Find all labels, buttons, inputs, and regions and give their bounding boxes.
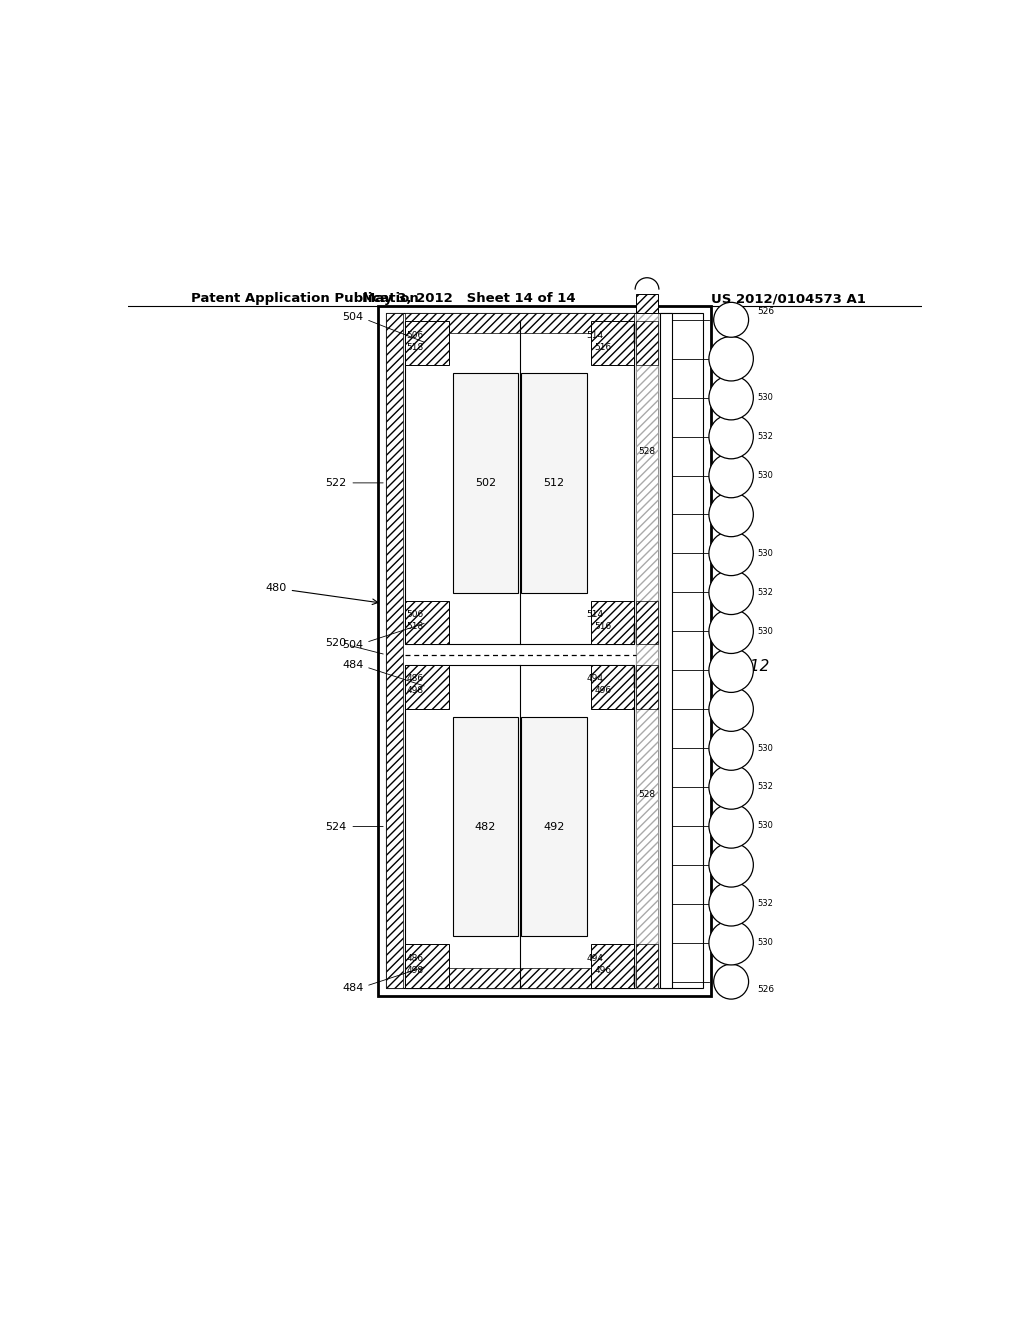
Bar — [404, 321, 634, 644]
Text: 532: 532 — [758, 783, 773, 792]
Circle shape — [709, 337, 754, 381]
Text: 514: 514 — [587, 331, 604, 339]
Bar — [636, 313, 658, 987]
Text: 524: 524 — [325, 821, 346, 832]
Text: 518: 518 — [407, 622, 424, 631]
Circle shape — [714, 964, 749, 999]
Bar — [521, 374, 587, 593]
Bar — [404, 313, 634, 333]
Bar — [591, 944, 634, 987]
Text: 518: 518 — [407, 343, 424, 351]
Bar — [404, 665, 634, 987]
Text: 522: 522 — [325, 478, 346, 488]
Text: FIG. 12: FIG. 12 — [715, 659, 770, 675]
Bar — [404, 321, 449, 366]
Circle shape — [709, 531, 754, 576]
Text: 530: 530 — [758, 393, 773, 403]
Text: 528: 528 — [638, 446, 655, 455]
Text: 512: 512 — [544, 478, 564, 488]
Bar — [591, 321, 634, 366]
Bar — [636, 665, 658, 709]
Circle shape — [709, 804, 754, 849]
Text: 504: 504 — [343, 640, 364, 649]
Text: 532: 532 — [758, 899, 773, 908]
Text: 484: 484 — [342, 983, 364, 994]
Circle shape — [709, 920, 754, 965]
Circle shape — [709, 726, 754, 771]
Text: 532: 532 — [758, 587, 773, 597]
Text: 480: 480 — [265, 583, 378, 605]
Text: May 3, 2012   Sheet 14 of 14: May 3, 2012 Sheet 14 of 14 — [362, 292, 577, 305]
Text: 530: 530 — [758, 549, 773, 558]
Circle shape — [709, 570, 754, 615]
Circle shape — [714, 302, 749, 337]
Text: 526: 526 — [758, 985, 774, 994]
Text: US 2012/0104573 A1: US 2012/0104573 A1 — [712, 292, 866, 305]
Circle shape — [709, 686, 754, 731]
Bar — [386, 313, 703, 987]
Text: 530: 530 — [758, 939, 773, 948]
Circle shape — [709, 648, 754, 693]
Text: 530: 530 — [758, 471, 773, 480]
Text: 506: 506 — [407, 331, 424, 339]
Text: 530: 530 — [758, 743, 773, 752]
Bar — [591, 665, 634, 709]
Bar — [404, 601, 449, 644]
Circle shape — [709, 842, 754, 887]
Bar — [453, 717, 518, 936]
Text: 514: 514 — [587, 610, 604, 619]
Bar — [636, 944, 658, 987]
Text: 526: 526 — [758, 308, 774, 317]
Bar — [521, 717, 587, 936]
Circle shape — [709, 882, 754, 927]
Circle shape — [709, 375, 754, 420]
Text: 530: 530 — [758, 627, 773, 636]
Text: Patent Application Publication: Patent Application Publication — [191, 292, 419, 305]
Text: 520: 520 — [325, 638, 346, 648]
Text: 492: 492 — [544, 821, 564, 832]
Text: 498: 498 — [407, 686, 424, 696]
Circle shape — [709, 609, 754, 653]
Bar — [404, 665, 449, 709]
Bar — [636, 293, 658, 313]
Text: 496: 496 — [595, 686, 611, 696]
Text: 482: 482 — [475, 821, 496, 832]
Bar — [659, 313, 672, 987]
Text: 496: 496 — [595, 966, 611, 974]
Text: 498: 498 — [407, 966, 424, 974]
Bar — [386, 313, 403, 987]
Circle shape — [709, 453, 754, 498]
Bar — [404, 944, 449, 987]
Text: 486: 486 — [407, 675, 424, 684]
Text: 530: 530 — [758, 821, 773, 830]
Bar — [591, 601, 634, 644]
Text: 494: 494 — [587, 675, 604, 684]
Circle shape — [709, 414, 754, 459]
Bar — [378, 305, 712, 997]
Bar — [636, 313, 658, 987]
Text: 484: 484 — [342, 660, 364, 669]
Bar — [636, 321, 658, 366]
Text: 486: 486 — [407, 954, 424, 962]
Text: 532: 532 — [758, 432, 773, 441]
Bar — [453, 374, 518, 593]
Text: 494: 494 — [587, 954, 604, 962]
Text: 516: 516 — [595, 343, 612, 351]
Circle shape — [709, 492, 754, 537]
Text: 506: 506 — [407, 610, 424, 619]
Bar — [636, 601, 658, 644]
Text: 516: 516 — [595, 622, 612, 631]
Text: 504: 504 — [343, 312, 364, 322]
Text: 502: 502 — [475, 478, 496, 488]
Bar — [404, 968, 634, 987]
Circle shape — [709, 764, 754, 809]
Text: 528: 528 — [638, 791, 655, 800]
